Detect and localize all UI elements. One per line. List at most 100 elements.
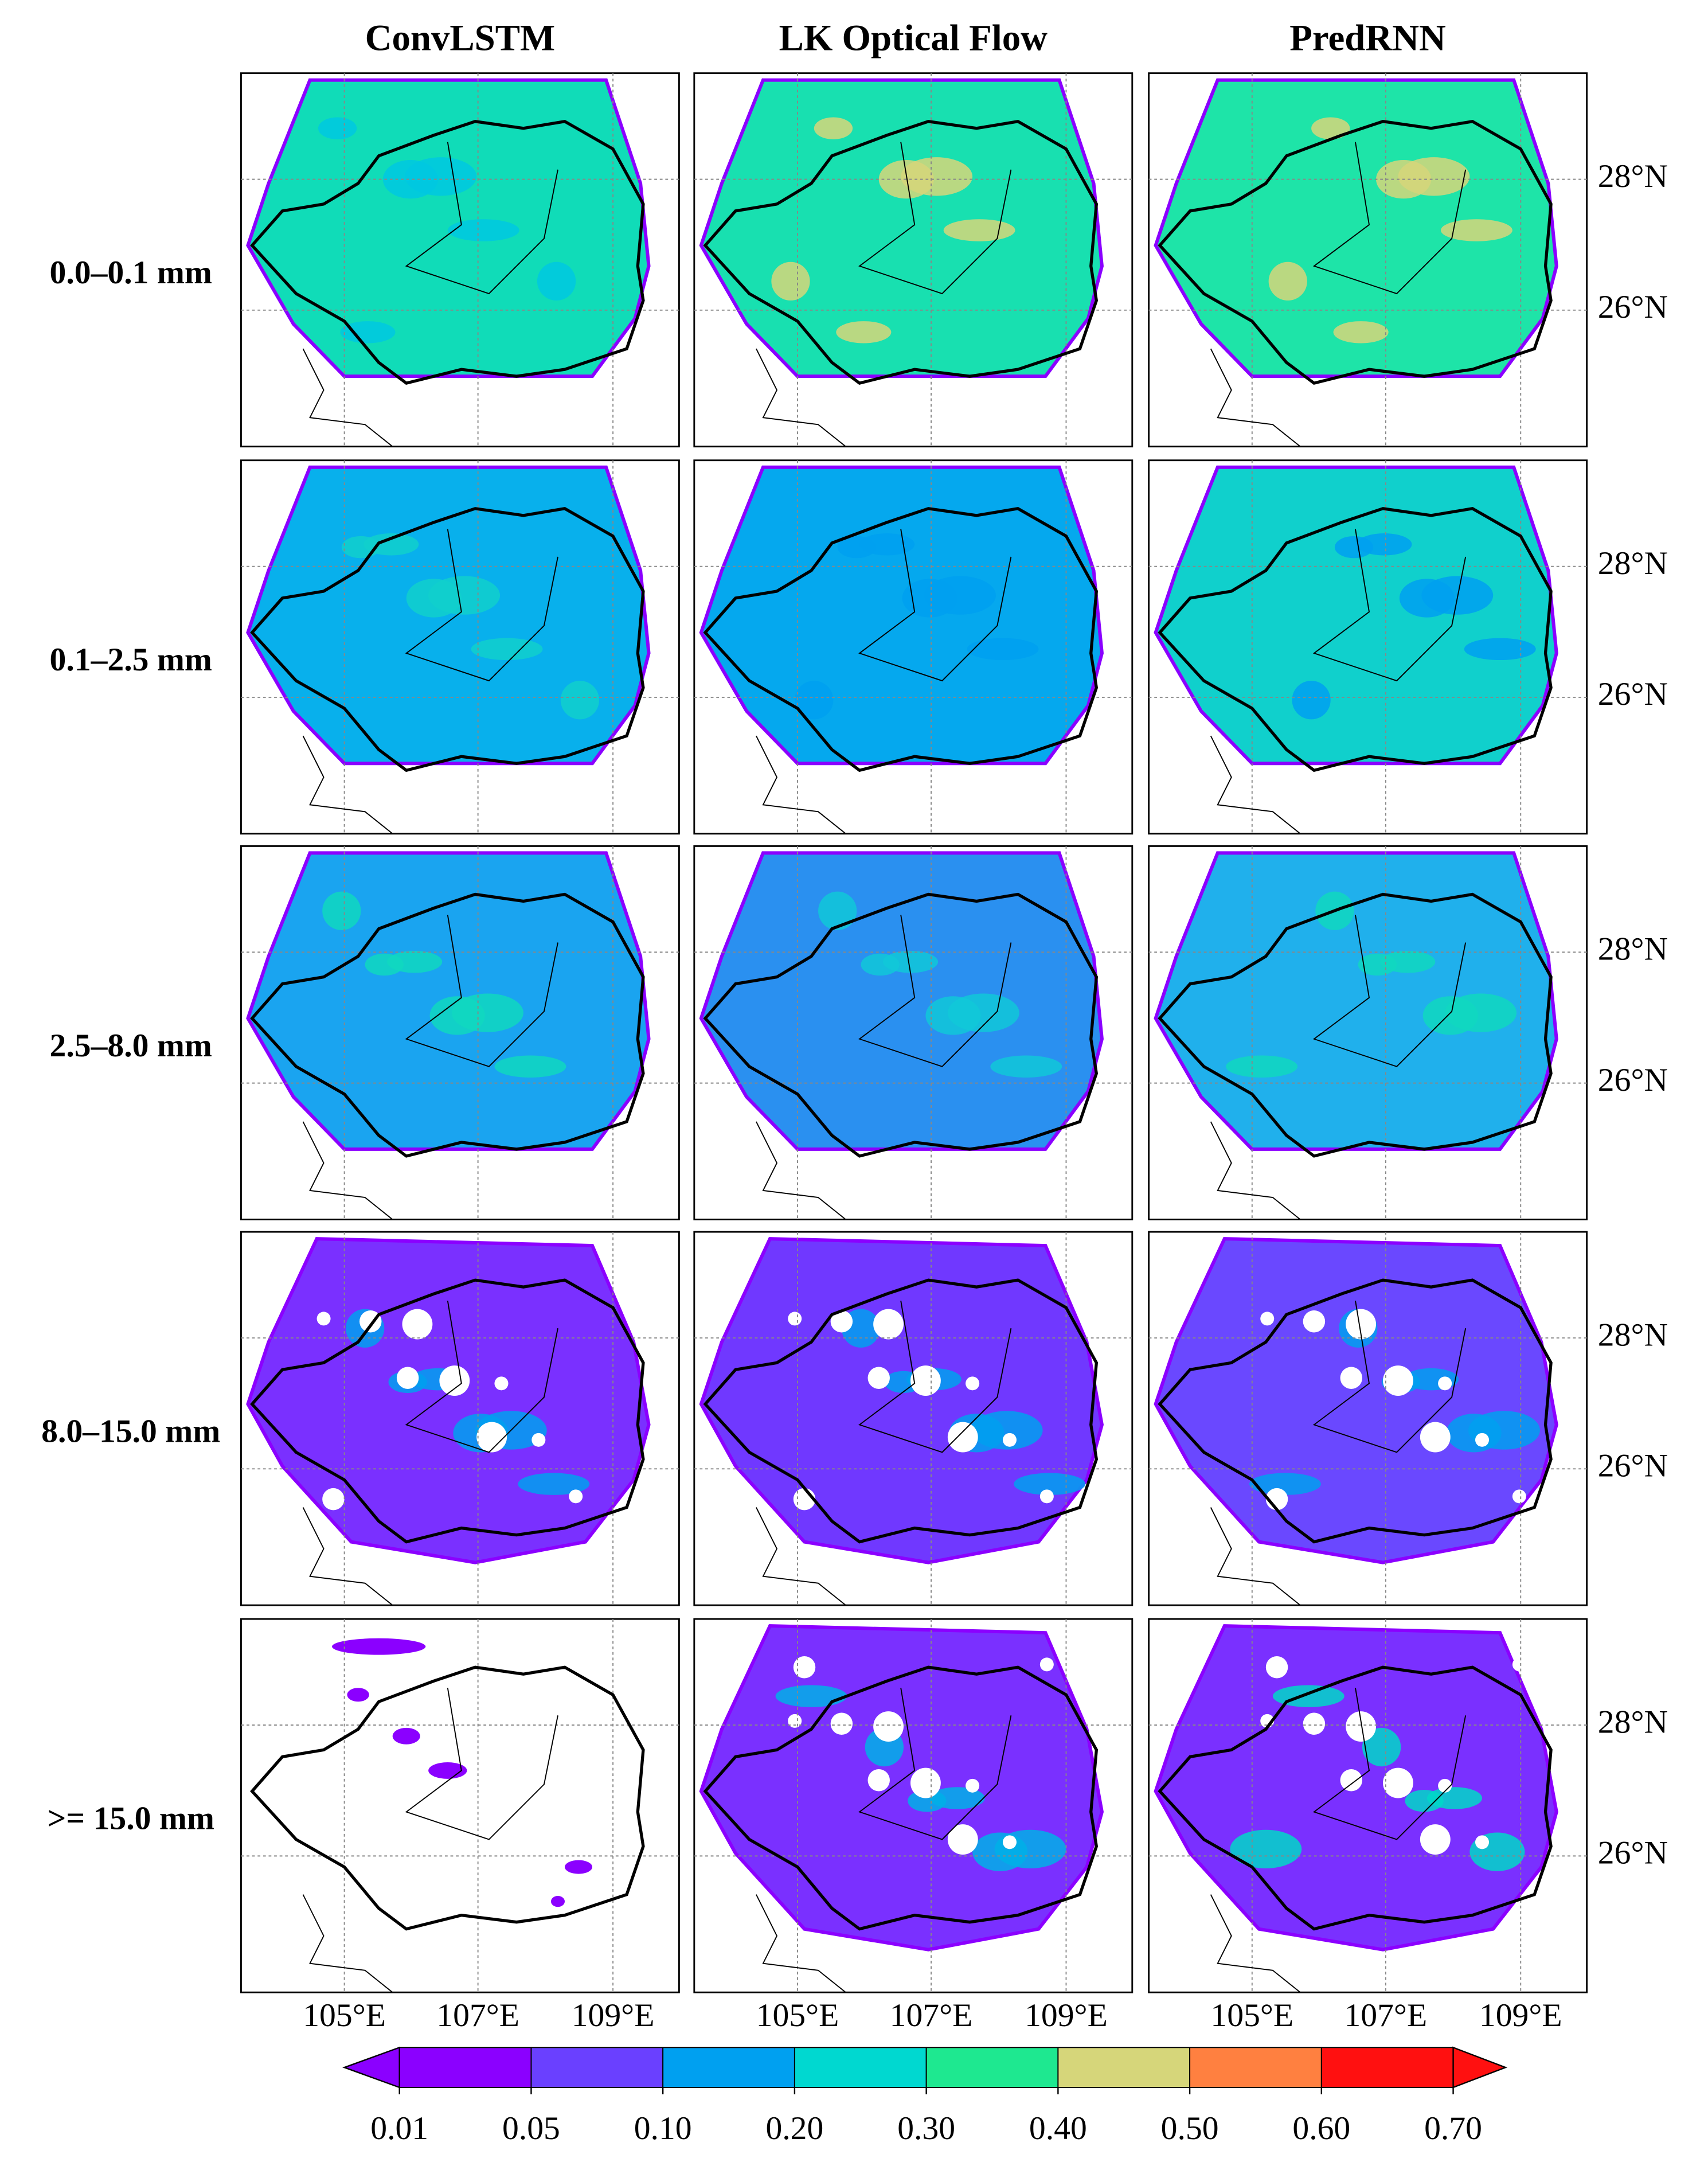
border-line [1312, 1688, 1467, 1840]
colorbar-segment [398, 2047, 532, 2088]
precip-patch [1311, 117, 1350, 139]
precip-patch [924, 576, 996, 615]
colorbar-tick-label: 0.30 [897, 2110, 955, 2147]
precip-patch [1362, 1727, 1401, 1767]
border-line [1210, 348, 1301, 447]
colorbar-tick-label: 0.60 [1292, 2110, 1350, 2147]
colorbar-tick-label: 0.05 [502, 2110, 560, 2147]
map-panel [693, 845, 1134, 1220]
row-label: 0.1–2.5 mm [50, 642, 212, 678]
border-line [858, 529, 1012, 682]
column-title: PredRNN [1289, 17, 1446, 58]
province-outline [1158, 892, 1553, 1158]
gap [873, 1309, 904, 1340]
lat-label: 28°N [1598, 158, 1668, 194]
gap [1340, 1367, 1362, 1389]
border-line [405, 1301, 558, 1453]
gap [910, 1767, 941, 1798]
province-outline [250, 1665, 645, 1931]
colorbar-segment [1320, 2047, 1454, 2088]
precip-patch [1333, 321, 1389, 344]
precip-patch [428, 1762, 467, 1779]
precip-patch [859, 533, 915, 556]
precip-patch [387, 950, 443, 973]
gap [1383, 1365, 1413, 1396]
province-outline [703, 507, 1099, 772]
precip-patch [929, 1787, 985, 1809]
precip-patch [1292, 681, 1331, 720]
map-panel [240, 1618, 680, 1993]
province-outline [250, 892, 645, 1158]
colorbar-tick-label: 0.70 [1424, 2110, 1482, 2147]
precip-patch [318, 117, 357, 139]
map-panel [1148, 1231, 1588, 1606]
precip-patch [994, 1829, 1066, 1868]
precip-patch [818, 891, 857, 930]
precip-field [1154, 78, 1558, 378]
border-line [858, 915, 1012, 1067]
precip-patch [364, 533, 419, 556]
gap [788, 1714, 802, 1728]
gap [1475, 1433, 1490, 1447]
colorbar-extend-high [1452, 2046, 1508, 2089]
precip-patch [331, 1638, 426, 1655]
row-label: 2.5–8.0 mm [50, 1028, 212, 1064]
precip-field [246, 465, 651, 766]
lon-label: 107°E [436, 1997, 519, 2034]
gap [1039, 1657, 1054, 1672]
precip-field [699, 851, 1104, 1151]
map-panel [693, 1618, 1134, 1993]
gap [966, 1778, 980, 1793]
gap [1438, 1376, 1452, 1391]
colorbar-tick-label: 0.40 [1029, 2110, 1087, 2147]
gap [1383, 1767, 1413, 1798]
gap [1346, 1309, 1377, 1340]
province-outline [703, 119, 1099, 385]
precip-patch [1226, 1055, 1298, 1078]
gap [1512, 1657, 1526, 1672]
precip-field [699, 465, 1104, 766]
gap [1303, 1310, 1326, 1333]
colorbar-segment [530, 2047, 664, 2088]
column-title: LK Optical Flow [779, 17, 1048, 58]
precip-field [1154, 465, 1558, 766]
map-panel [1148, 845, 1588, 1220]
map-panel [1148, 1618, 1588, 1993]
precip-patch [1445, 993, 1517, 1032]
gap [402, 1309, 433, 1340]
map-panel [693, 72, 1134, 448]
gap [793, 1656, 816, 1679]
map-panel [240, 1231, 680, 1606]
lat-label: 28°N [1598, 931, 1668, 967]
precip-patch [392, 1727, 420, 1745]
border-line [1312, 142, 1467, 295]
border-line [1210, 735, 1301, 834]
lat-label: 28°N [1598, 1704, 1668, 1740]
lon-label: 105°E [756, 1997, 839, 2034]
row-label: 8.0–15.0 mm [41, 1413, 220, 1449]
border-line [858, 142, 1012, 295]
province-outline [703, 1665, 1099, 1931]
lon-label: 105°E [1210, 1997, 1293, 2034]
gap [531, 1433, 546, 1447]
province-outline [1158, 119, 1553, 385]
precip-patch [550, 1896, 565, 1907]
precip-field [699, 78, 1104, 378]
precip-patch [494, 1055, 566, 1078]
gap [476, 1422, 507, 1453]
gap [494, 1376, 509, 1391]
border-line [756, 1121, 846, 1220]
gap [316, 1312, 331, 1326]
gap [1420, 1824, 1451, 1855]
precip-patch [1268, 262, 1307, 301]
precip-patch [347, 1688, 369, 1702]
gap [569, 1489, 583, 1504]
province-outline [250, 507, 645, 772]
precip-patch [771, 262, 810, 301]
precip-patch [1464, 638, 1536, 661]
precip-patch [471, 638, 543, 661]
gap [910, 1365, 941, 1396]
row-label: >= 15.0 mm [48, 1801, 214, 1837]
map-panel [693, 1231, 1134, 1606]
map-panel [240, 845, 680, 1220]
